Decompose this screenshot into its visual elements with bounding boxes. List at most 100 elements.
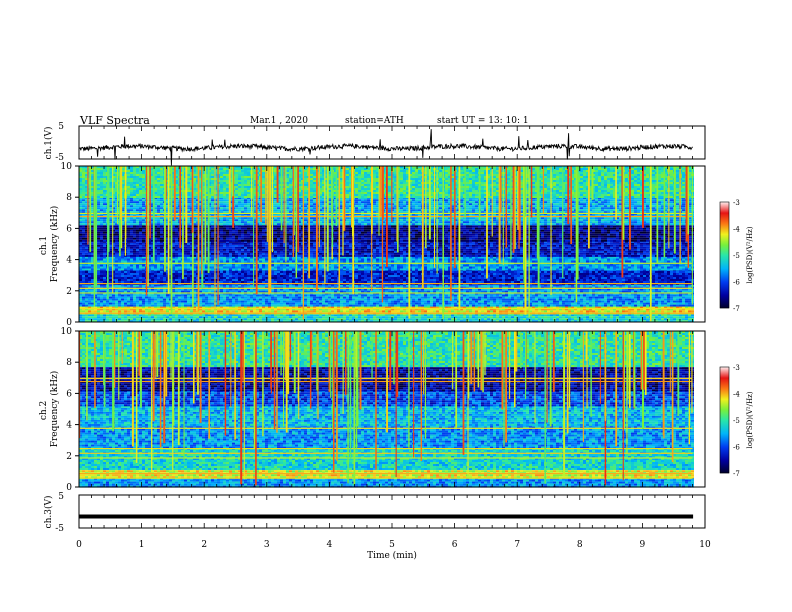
sferic-streak [151, 331, 152, 473]
sferic-streak [459, 166, 461, 310]
sferic-streak [543, 166, 544, 213]
sferic-streak [691, 331, 692, 413]
ytick-label: 6 [66, 224, 72, 234]
sferic-streak [89, 166, 91, 252]
sferic-streak [286, 331, 288, 433]
sferic-streak [208, 166, 210, 271]
colorbar-tick: -5 [733, 252, 740, 260]
sferic-streak [505, 331, 507, 442]
sferic-streak [503, 331, 504, 447]
sferic-streak [360, 331, 362, 409]
colorbar-tick: -7 [733, 305, 740, 313]
sferic-streak [510, 166, 511, 260]
ytick-label: 4 [66, 421, 72, 431]
sferic-streak [140, 331, 142, 390]
sferic-streak [316, 331, 317, 391]
sferic-streak [468, 331, 469, 477]
sferic-streak [562, 166, 563, 278]
sferic-streak [531, 166, 532, 218]
sferic-streak [260, 166, 262, 222]
sferic-streak [317, 331, 318, 419]
sferic-streak [371, 166, 373, 234]
sferic-streak [408, 166, 410, 319]
sferic-streak [87, 166, 88, 245]
sferic-streak [342, 166, 343, 256]
sferic-streak [525, 331, 526, 399]
sferic-streak [196, 331, 197, 381]
sferic-streak [650, 166, 652, 321]
sferic-streak [232, 166, 234, 196]
ytick-label: 8 [66, 358, 72, 368]
sferic-streak [434, 166, 435, 268]
sferic-streak [293, 166, 294, 257]
colorbar-tick: -4 [733, 391, 740, 399]
sferic-streak [567, 166, 569, 224]
xtick-label: 1 [139, 540, 145, 550]
ytick-label: 10 [61, 162, 73, 172]
sferic-streak [550, 331, 552, 427]
ytick-label: 2 [66, 287, 72, 297]
sferic-streak [408, 331, 409, 448]
sferic-streak [386, 331, 388, 432]
sferic-streak [627, 331, 628, 400]
sferic-streak [256, 166, 258, 294]
sferic-streak [182, 166, 184, 279]
sferic-streak [283, 331, 284, 427]
ytick-label: 6 [66, 389, 72, 399]
sferic-streak [509, 331, 510, 399]
sferic-streak [164, 331, 165, 405]
sferic-streak [600, 331, 601, 404]
sferic-streak [192, 166, 194, 233]
sferic-streak [657, 166, 659, 264]
sferic-streak [225, 331, 226, 436]
sferic-streak [118, 331, 119, 400]
sferic-streak [421, 331, 422, 461]
ch3-waveform-ylabel: ch.3(V) [43, 496, 54, 529]
sferic-streak [160, 331, 162, 447]
colorbar-tick: -7 [733, 470, 740, 478]
sferic-streak [86, 331, 87, 420]
xtick-label: 8 [577, 540, 583, 550]
sferic-streak [284, 166, 285, 243]
sferic-streak [156, 331, 158, 377]
sferic-streak [336, 166, 338, 226]
sferic-streak [95, 166, 97, 287]
sferic-streak [680, 166, 681, 263]
sferic-streak [470, 331, 472, 384]
sferic-streak [686, 166, 688, 242]
sferic-streak [478, 331, 480, 387]
sferic-streak [136, 331, 138, 463]
sferic-streak [429, 166, 431, 239]
sferic-streak [502, 331, 504, 409]
sferic-streak [147, 166, 148, 286]
sferic-streak [503, 166, 504, 265]
sferic-streak [262, 331, 263, 436]
sferic-streak [425, 331, 426, 439]
sferic-streak [586, 331, 588, 361]
sferic-streak [689, 331, 690, 444]
sferic-streak [253, 166, 254, 287]
sferic-streak [281, 166, 283, 230]
sferic-streak [285, 331, 286, 380]
sferic-streak [674, 166, 676, 254]
sferic-streak [645, 331, 647, 395]
sferic-streak [274, 331, 275, 430]
sferic-streak [492, 166, 493, 237]
sferic-streak [672, 331, 674, 462]
sferic-streak [122, 331, 123, 364]
sferic-streak [329, 331, 330, 392]
sferic-streak [379, 166, 380, 236]
sferic-streak [422, 166, 424, 289]
sferic-streak [354, 331, 356, 484]
sferic-streak [198, 166, 200, 311]
sferic-streak [230, 331, 231, 407]
sferic-streak [94, 331, 96, 408]
sferic-streak [386, 166, 388, 267]
sferic-streak [172, 331, 174, 425]
sferic-streak [551, 166, 552, 295]
sferic-streak [294, 331, 296, 393]
spectral-line [79, 457, 692, 458]
sferic-streak [615, 331, 617, 446]
sferic-streak [393, 331, 394, 384]
